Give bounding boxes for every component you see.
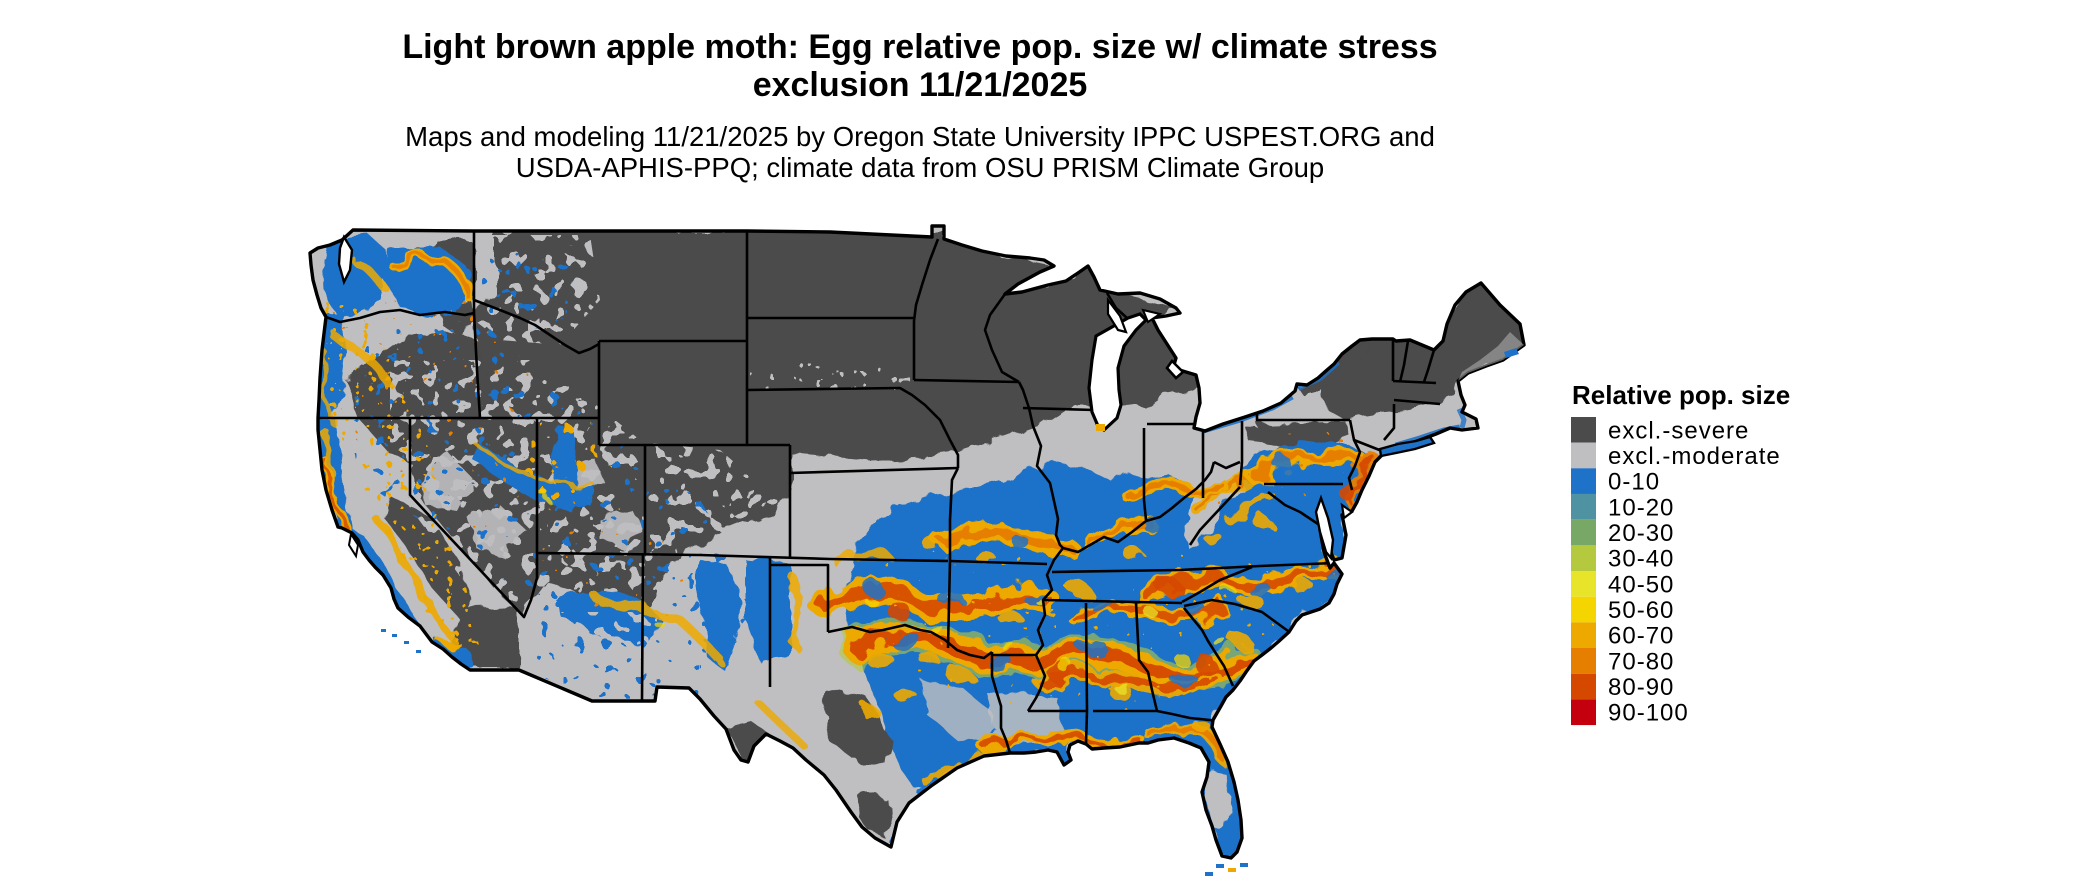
svg-text:Light brown apple moth: Egg re: Light brown apple moth: Egg relative pop… [402,28,1437,66]
svg-text:10-20: 10-20 [1608,494,1674,521]
svg-text:exclusion 11/21/2025: exclusion 11/21/2025 [753,66,1088,104]
svg-text:Maps and modeling 11/21/2025 b: Maps and modeling 11/21/2025 by Oregon S… [405,121,1435,152]
svg-text:70-80: 70-80 [1608,648,1674,675]
svg-text:50-60: 50-60 [1608,597,1674,624]
svg-text:excl.-moderate: excl.-moderate [1608,443,1781,470]
svg-text:40-50: 40-50 [1608,571,1674,598]
svg-text:excl.-severe: excl.-severe [1608,417,1749,444]
svg-text:Relative pop. size: Relative pop. size [1572,380,1790,410]
svg-text:0-10: 0-10 [1608,469,1660,496]
svg-text:80-90: 80-90 [1608,674,1674,701]
svg-text:60-70: 60-70 [1608,623,1674,650]
svg-text:30-40: 30-40 [1608,546,1674,573]
svg-text:90-100: 90-100 [1608,700,1689,727]
svg-text:USDA-APHIS-PPQ; climate data f: USDA-APHIS-PPQ; climate data from OSU PR… [516,152,1324,183]
svg-text:20-30: 20-30 [1608,520,1674,547]
